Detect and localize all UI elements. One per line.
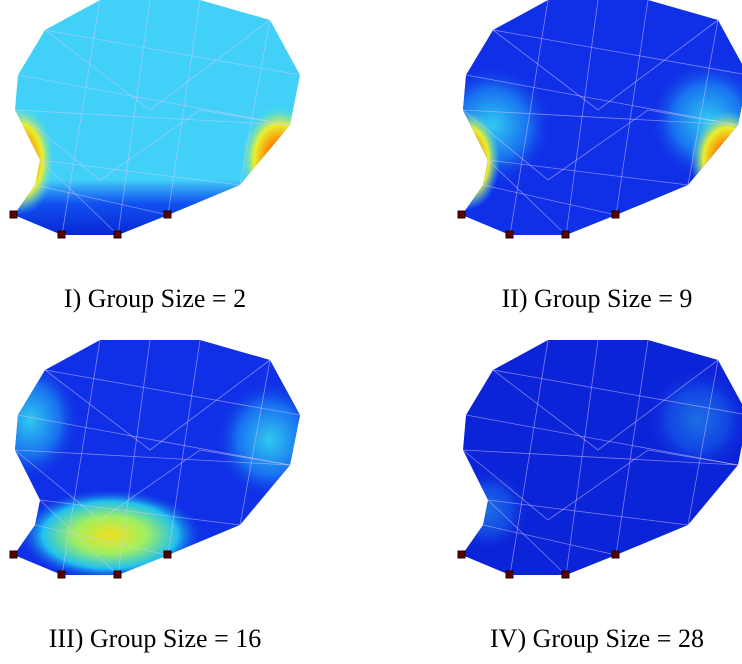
panel-1: [0, 0, 320, 240]
panel-3: [0, 340, 325, 580]
caption: III) Group Size = 16: [49, 624, 262, 653]
page: I) Group Size = 2 II) Group Size = 9 III…: [0, 0, 742, 664]
figure: I) Group Size = 2 II) Group Size = 9 III…: [0, 0, 742, 664]
panel-2: [433, 0, 742, 238]
caption: I) Group Size = 2: [64, 284, 246, 313]
caption: II) Group Size = 9: [502, 284, 693, 313]
caption: IV) Group Size = 28: [490, 624, 704, 653]
panel-4: [448, 340, 742, 578]
